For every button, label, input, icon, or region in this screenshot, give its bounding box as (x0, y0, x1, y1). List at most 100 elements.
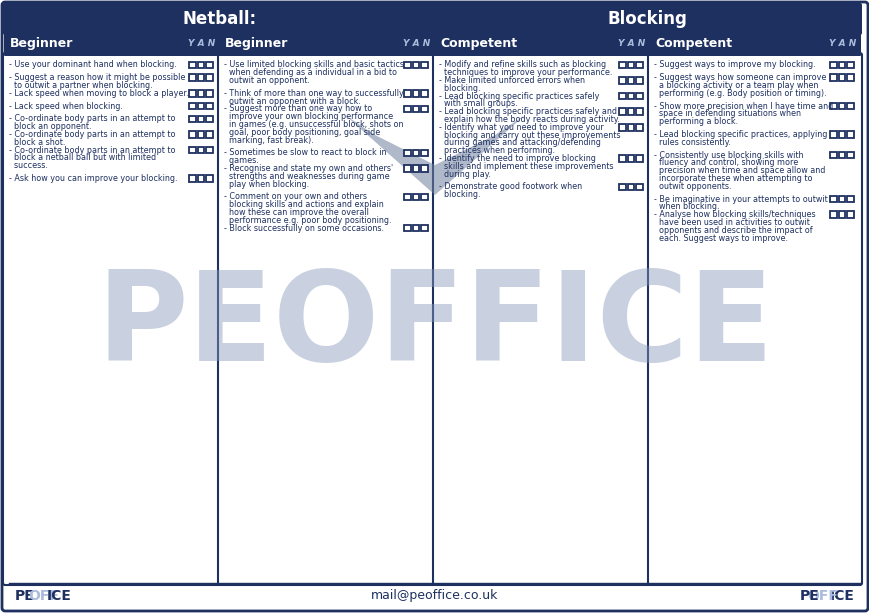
Text: - Show more precision when I have time and: - Show more precision when I have time a… (653, 102, 833, 110)
Bar (421, 194, 427, 200)
FancyBboxPatch shape (3, 53, 221, 585)
Bar (197, 90, 204, 97)
Bar (619, 124, 625, 131)
FancyBboxPatch shape (647, 53, 861, 585)
FancyBboxPatch shape (434, 32, 649, 56)
Text: - Suggest a reason how it might be possible: - Suggest a reason how it might be possi… (9, 73, 185, 82)
Text: PE: PE (15, 588, 35, 603)
Bar (412, 166, 419, 172)
Text: block a netball ball but with limited: block a netball ball but with limited (9, 153, 156, 162)
Text: success.: success. (9, 161, 48, 170)
Bar (404, 105, 410, 112)
Bar (404, 90, 410, 97)
Text: - Lead blocking specific practices safely: - Lead blocking specific practices safel… (439, 91, 599, 101)
Text: - Be imaginative in your attempts to outwit: - Be imaginative in your attempts to out… (653, 194, 826, 204)
Text: - Block successfully on some occasions.: - Block successfully on some occasions. (223, 224, 383, 232)
Bar (421, 150, 427, 156)
Text: blocking skills and actions and explain: blocking skills and actions and explain (223, 200, 383, 209)
FancyBboxPatch shape (433, 53, 650, 585)
Bar (197, 131, 204, 138)
Bar (846, 74, 852, 81)
Bar (830, 103, 836, 109)
Text: how these can improve the overall: how these can improve the overall (223, 208, 368, 217)
Text: Competent: Competent (654, 37, 732, 50)
Bar (619, 62, 625, 68)
Text: - Co-ordinate body parts in an attempt to: - Co-ordinate body parts in an attempt t… (9, 115, 176, 123)
Bar (830, 152, 836, 158)
Bar (838, 131, 845, 138)
Text: outwit an opponent with a block.: outwit an opponent with a block. (223, 97, 361, 105)
Text: goal, poor body positioning, goal side: goal, poor body positioning, goal side (223, 128, 380, 137)
Bar (635, 109, 642, 115)
Text: blocking.: blocking. (439, 84, 480, 93)
Text: - Lead blocking specific practices safely and: - Lead blocking specific practices safel… (439, 107, 616, 116)
Bar (627, 184, 634, 190)
Text: - Sometimes be slow to react to block in: - Sometimes be slow to react to block in (223, 148, 386, 158)
Text: - Recognise and state my own and others': - Recognise and state my own and others' (223, 164, 393, 173)
Text: precision when time and space allow and: precision when time and space allow and (653, 166, 825, 175)
Text: play when blocking.: play when blocking. (223, 180, 308, 189)
Bar (830, 196, 836, 202)
Bar (619, 155, 625, 162)
Text: block a shot.: block a shot. (9, 138, 65, 147)
Text: - Demonstrate good footwork when: - Demonstrate good footwork when (439, 183, 581, 191)
Bar (421, 62, 427, 68)
Text: OFF: OFF (29, 588, 59, 603)
Bar (412, 90, 419, 97)
Text: to outwit a partner when blocking.: to outwit a partner when blocking. (9, 81, 152, 90)
Bar (412, 150, 419, 156)
Text: games.: games. (223, 156, 258, 165)
Bar (635, 184, 642, 190)
Bar (830, 74, 836, 81)
Text: strengths and weaknesses during game: strengths and weaknesses during game (223, 172, 389, 181)
FancyBboxPatch shape (3, 3, 435, 35)
Bar (189, 90, 196, 97)
Text: - Identify the need to improve blocking: - Identify the need to improve blocking (439, 154, 595, 163)
Text: Y A N: Y A N (617, 39, 644, 48)
Bar (838, 196, 845, 202)
Text: - Consistently use blocking skills with: - Consistently use blocking skills with (653, 151, 803, 159)
Text: in games (e.g. unsuccessful block, shots on: in games (e.g. unsuccessful block, shots… (223, 120, 403, 129)
Text: incorporate these when attempting to: incorporate these when attempting to (653, 174, 812, 183)
Text: - Suggest ways how someone can improve: - Suggest ways how someone can improve (653, 73, 826, 82)
Bar (206, 175, 212, 181)
Text: blocking and carry out these improvements: blocking and carry out these improvement… (439, 131, 620, 140)
Bar (404, 194, 410, 200)
Text: performing (e.g. Body position or timing).: performing (e.g. Body position or timing… (653, 89, 826, 98)
Bar (197, 74, 204, 81)
Bar (412, 194, 419, 200)
Text: ICE: ICE (829, 588, 854, 603)
Text: when defending as a individual in a bid to: when defending as a individual in a bid … (223, 68, 396, 77)
Bar (846, 131, 852, 138)
Text: marking, fast break).: marking, fast break). (223, 135, 314, 145)
Text: Beginner: Beginner (10, 37, 73, 50)
Bar (838, 211, 845, 218)
Bar (206, 103, 212, 109)
Text: a blocking activity or a team play when: a blocking activity or a team play when (653, 81, 818, 90)
Bar (846, 62, 852, 68)
Text: fluency and control, showing more: fluency and control, showing more (653, 158, 798, 167)
Text: - Co-ordinate body parts in an attempt to: - Co-ordinate body parts in an attempt t… (9, 146, 176, 154)
Text: - Think of more than one way to successfully: - Think of more than one way to successf… (223, 89, 403, 98)
Text: - Modify and refine skills such as blocking: - Modify and refine skills such as block… (439, 61, 606, 69)
Text: with small groups.: with small groups. (439, 99, 517, 109)
FancyBboxPatch shape (219, 32, 434, 56)
Bar (838, 74, 845, 81)
Bar (189, 103, 196, 109)
Text: ICE: ICE (47, 588, 72, 603)
Text: - Comment on your own and others: - Comment on your own and others (223, 192, 367, 202)
Bar (189, 74, 196, 81)
Bar (846, 211, 852, 218)
Polygon shape (345, 115, 524, 195)
Bar (404, 225, 410, 231)
FancyBboxPatch shape (218, 53, 435, 585)
Bar (206, 62, 212, 68)
Bar (421, 105, 427, 112)
Bar (412, 62, 419, 68)
Text: block an opponent.: block an opponent. (9, 122, 91, 131)
Bar (838, 103, 845, 109)
Text: have been used in activities to outwit: have been used in activities to outwit (653, 218, 809, 227)
Bar (206, 74, 212, 81)
Text: outwit opponents.: outwit opponents. (653, 182, 731, 191)
Bar (846, 152, 852, 158)
